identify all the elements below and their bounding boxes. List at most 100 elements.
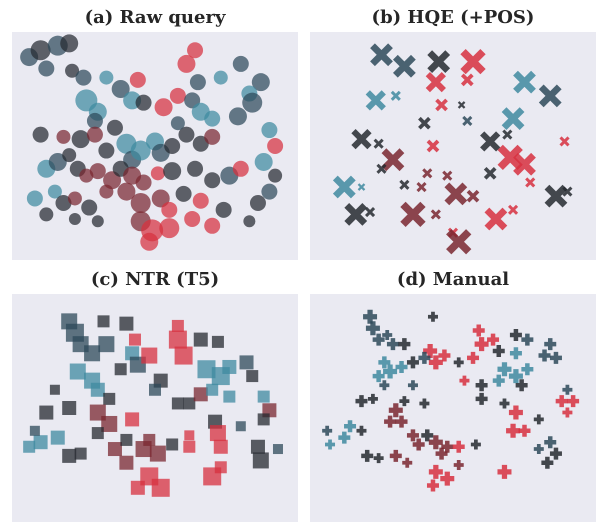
scatter-point — [149, 445, 166, 462]
scatter-point — [117, 182, 136, 201]
scatter-point — [402, 457, 413, 468]
scatter-point — [119, 316, 134, 331]
scatter-point — [101, 415, 118, 432]
scatter-point — [428, 435, 443, 450]
panel-b: (b) HQE (+POS) — [310, 6, 596, 260]
scatter-point — [508, 405, 523, 420]
scatter-point — [206, 383, 219, 396]
scatter-point — [453, 357, 464, 368]
scatter-point — [559, 136, 570, 147]
scatter-point — [422, 168, 433, 179]
scatter-plot — [20, 34, 284, 251]
scatter-point — [257, 390, 270, 403]
panel-c: (c) NTR (T5) — [12, 268, 298, 522]
scatter-point — [399, 396, 410, 407]
scatter-point — [370, 43, 393, 67]
scatter-plot — [332, 43, 573, 255]
scatter-point — [351, 129, 372, 150]
scatter-point — [251, 73, 270, 92]
scatter-point — [143, 433, 156, 446]
scatter-point — [426, 139, 440, 153]
scatter-point — [209, 425, 226, 442]
scatter-point — [497, 362, 512, 377]
scatter-point — [151, 189, 170, 208]
scatter-point — [261, 122, 278, 139]
scatter-point — [472, 324, 485, 337]
scatter-point — [373, 453, 384, 464]
scatter-point — [222, 359, 237, 374]
scatter-point — [364, 207, 376, 218]
scatter-point — [250, 439, 265, 454]
scatter-point — [135, 94, 152, 111]
scatter-plot — [322, 309, 580, 492]
scatter-point — [392, 54, 416, 78]
scatter-point — [421, 429, 434, 442]
scatter-point — [232, 55, 249, 72]
scatter-point — [159, 218, 180, 239]
scatter-point — [400, 201, 426, 228]
scatter-point — [398, 338, 411, 351]
scatter-point — [187, 160, 204, 177]
scatter-point — [467, 351, 480, 364]
scatter-point — [50, 430, 65, 445]
scatter-point — [232, 160, 249, 177]
plot-area — [12, 32, 298, 260]
scatter-point — [406, 356, 419, 369]
scatter-point — [538, 349, 551, 362]
scatter-point — [151, 478, 170, 497]
scatter-point — [533, 444, 544, 455]
scatter-point — [497, 464, 512, 479]
scatter-point — [68, 212, 81, 225]
scatter-point — [502, 129, 513, 140]
scatter-point — [56, 129, 71, 144]
panel-d: (d) Manual — [310, 268, 596, 522]
scatter-point — [513, 152, 536, 176]
scatter-point — [399, 179, 410, 190]
scatter-point — [492, 374, 505, 387]
scatter-point — [501, 107, 525, 131]
scatter-point — [111, 80, 130, 98]
scatter-point — [141, 347, 158, 364]
scatter-point — [388, 403, 403, 418]
scatter-point — [475, 392, 488, 405]
scatter-point — [383, 364, 398, 379]
scatter-point — [544, 436, 557, 449]
scatter-point — [125, 412, 140, 427]
scatter-point — [91, 427, 104, 440]
scatter-point — [567, 395, 580, 408]
scatter-point — [499, 398, 510, 409]
scatter-point — [418, 351, 431, 364]
scatter-point — [187, 42, 204, 59]
scatter-point — [261, 183, 278, 200]
scatter-point — [332, 175, 356, 199]
scatter-point — [480, 131, 501, 152]
scatter-point — [130, 480, 145, 495]
scatter-point — [32, 126, 49, 143]
scatter-point — [412, 438, 425, 451]
scatter-point — [544, 338, 557, 351]
scatter-point — [204, 128, 221, 145]
scatter-point — [427, 311, 438, 322]
scatter-point — [135, 174, 152, 191]
scatter-point — [357, 183, 366, 191]
scatter-point — [74, 447, 87, 460]
scatter-point — [442, 170, 453, 181]
scatter-point — [452, 440, 465, 453]
scatter-point — [223, 390, 236, 403]
scatter-point — [426, 479, 439, 492]
scatter-point — [211, 335, 224, 348]
scatter-point — [438, 349, 451, 362]
scatter-point — [515, 379, 528, 392]
scatter-point — [49, 384, 60, 395]
scatter-point — [97, 315, 110, 328]
scatter-point — [48, 152, 67, 171]
scatter-point — [395, 415, 408, 428]
chart-title: (b) HQE (+POS) — [371, 7, 535, 28]
scatter-point — [183, 397, 196, 410]
scatter-point — [549, 447, 562, 460]
scatter-point — [446, 229, 472, 255]
scatter-point — [103, 171, 122, 190]
scatter-point — [435, 98, 448, 112]
scatter-point — [171, 397, 184, 410]
scatter-point — [425, 72, 446, 93]
